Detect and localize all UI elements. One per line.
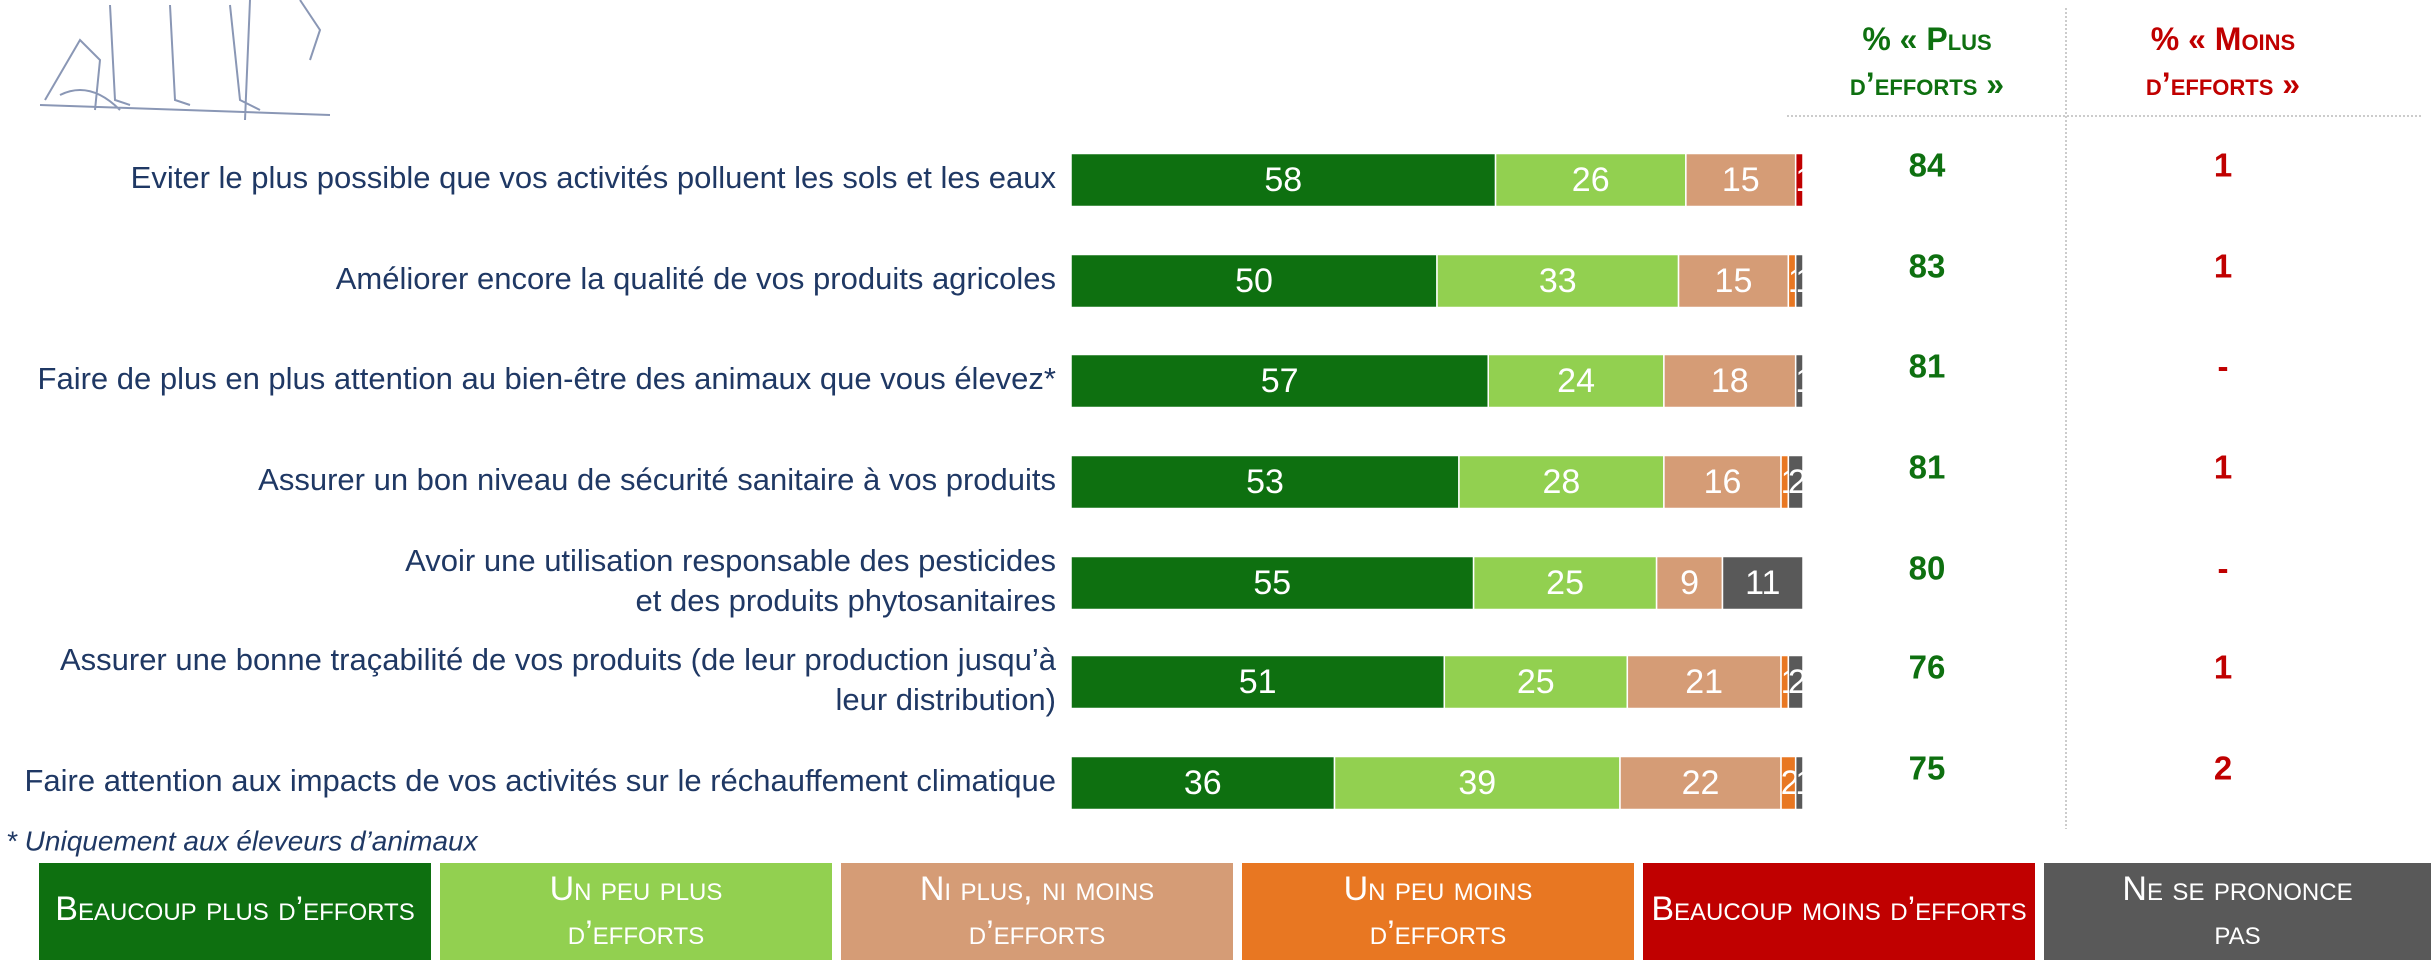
column-value: 75 (1909, 750, 1946, 787)
bar-segment (1333, 755, 1621, 811)
data-label: 51 (1239, 663, 1277, 701)
data-label: 26 (1572, 161, 1610, 199)
bar-segment (1787, 654, 1804, 710)
data-label: 50 (1235, 262, 1273, 300)
bar-segment (1663, 454, 1782, 510)
bar-segment (1443, 654, 1629, 710)
illustration (39, 0, 331, 121)
footnote: * Uniquement aux éleveurs d’animaux (6, 825, 479, 856)
data-label: 33 (1539, 262, 1577, 300)
category-label: Eviter le plus possible que vos activité… (131, 160, 1057, 195)
category-label: Assurer un bon niveau de sécurité sanita… (258, 462, 1056, 497)
data-label: 2 (1781, 764, 1800, 802)
column-value: - (2218, 550, 2229, 587)
data-label: 18 (1711, 362, 1749, 400)
bar-segment (1794, 353, 1804, 409)
bar-segment (1494, 152, 1687, 208)
bar-segment (1677, 253, 1790, 309)
bar-segment (1787, 454, 1804, 510)
data-label: 36 (1184, 764, 1222, 802)
column-value: 1 (2214, 449, 2232, 486)
bar-segment (1619, 755, 1782, 811)
category-label: Faire attention aux impacts de vos activ… (24, 763, 1056, 798)
legend-swatch (1643, 863, 2035, 960)
legend-label: Ni plus, ni moins d’efforts (920, 870, 1154, 952)
legend-swatch (39, 863, 431, 960)
data-label: 21 (1685, 663, 1723, 701)
bar-segment (1794, 152, 1804, 208)
bar-segment (1721, 555, 1804, 611)
data-label: 9 (1680, 564, 1699, 602)
column-value: 84 (1909, 147, 1946, 184)
data-label: 58 (1264, 161, 1302, 199)
column-value: 1 (2214, 248, 2232, 285)
data-label: 1 (1795, 161, 1814, 199)
data-label: 11 (1745, 564, 1780, 602)
column-value: 2 (2214, 750, 2232, 787)
bar-segment (1626, 654, 1782, 710)
column-value: 76 (1909, 649, 1946, 686)
data-label: 57 (1261, 362, 1299, 400)
data-label: 2 (1788, 463, 1807, 501)
column-value: 80 (1909, 550, 1946, 587)
column-value: 81 (1909, 449, 1946, 486)
category-label: Avoir une utilisation responsable des pe… (405, 543, 1056, 618)
legend-label: Beaucoup plus d’efforts (55, 890, 414, 928)
bar-segment (1458, 454, 1665, 510)
bar-segment (1794, 253, 1804, 309)
data-label: 22 (1682, 764, 1720, 802)
legend-label: Ne se prononce pas (2122, 870, 2352, 952)
bar-segment (1070, 253, 1438, 309)
legend-swatch (1242, 863, 1634, 960)
data-label: 1 (1781, 463, 1800, 501)
column-header: % « Plus d’efforts » (1850, 21, 2004, 102)
data-label: 1 (1781, 663, 1800, 701)
column-value: 83 (1909, 248, 1946, 285)
column-value: 81 (1909, 348, 1946, 385)
legend-label: Beaucoup moins d’efforts (1651, 890, 2026, 928)
data-label: 1 (1788, 262, 1807, 300)
data-label: 2 (1788, 663, 1807, 701)
bar-segment (1472, 555, 1658, 611)
column-header: % « Moins d’efforts » (2146, 21, 2300, 102)
data-label: 1 (1795, 262, 1814, 300)
legend-label: Un peu plus d’efforts (550, 870, 723, 952)
bar-segment (1070, 654, 1446, 710)
data-label: 25 (1517, 663, 1555, 701)
data-label: 28 (1543, 463, 1581, 501)
category-label: Faire de plus en plus attention au bien-… (38, 361, 1056, 396)
data-label: 39 (1458, 764, 1496, 802)
bar-segment (1070, 555, 1475, 611)
data-label: 24 (1557, 362, 1595, 400)
column-value: 1 (2214, 649, 2232, 686)
data-label: 53 (1246, 463, 1284, 501)
data-label: 15 (1715, 262, 1753, 300)
category-label: Améliorer encore la qualité de vos produ… (336, 261, 1056, 296)
column-value: - (2218, 348, 2229, 385)
column-value: 1 (2214, 147, 2232, 184)
data-label: 55 (1253, 564, 1291, 602)
data-label: 15 (1722, 161, 1760, 199)
data-label: 1 (1795, 362, 1814, 400)
data-label: 16 (1704, 463, 1742, 501)
bar-segment (1663, 353, 1797, 409)
bar-segment (1070, 454, 1460, 510)
legend-swatch (440, 863, 832, 960)
data-label: 25 (1546, 564, 1584, 602)
bar-segment (1436, 253, 1680, 309)
legend-label: Un peu moins d’efforts (1344, 870, 1533, 952)
legend-swatch (841, 863, 1233, 960)
category-label: Assurer une bonne traçabilité de vos pro… (60, 642, 1057, 717)
legend-swatch (2044, 863, 2431, 960)
data-label: 1 (1795, 764, 1814, 802)
bar-segment (1794, 755, 1804, 811)
